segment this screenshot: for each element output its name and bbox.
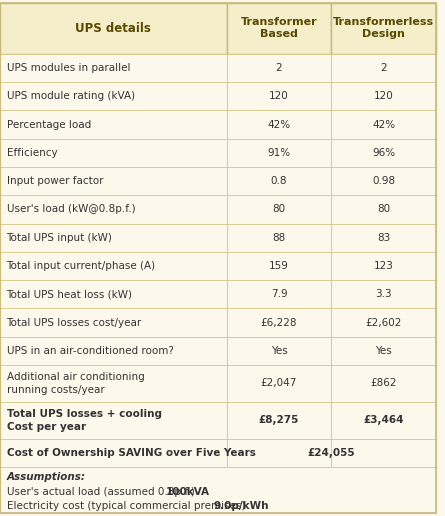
Text: User's actual load (assumed 0.8p.f.): User's actual load (assumed 0.8p.f.) xyxy=(7,487,198,497)
Text: £6,228: £6,228 xyxy=(261,317,297,328)
Bar xyxy=(0,223,227,252)
Text: 100kVA: 100kVA xyxy=(166,487,210,497)
Bar xyxy=(331,167,436,195)
Text: Electricity cost (typical commercial premises): Electricity cost (typical commercial pre… xyxy=(7,501,248,511)
Bar xyxy=(0,110,227,139)
Text: Total UPS heat loss (kW): Total UPS heat loss (kW) xyxy=(7,289,133,299)
Text: 2: 2 xyxy=(275,63,282,73)
Text: 123: 123 xyxy=(374,261,393,271)
Bar xyxy=(227,365,331,402)
Bar xyxy=(227,402,331,439)
Text: 120: 120 xyxy=(269,91,289,101)
Bar xyxy=(331,54,436,82)
Text: Total UPS losses cost/year: Total UPS losses cost/year xyxy=(7,317,142,328)
Bar xyxy=(227,280,331,309)
Bar xyxy=(227,167,331,195)
Text: 7.9: 7.9 xyxy=(271,289,287,299)
Text: 83: 83 xyxy=(377,233,390,243)
Text: 91%: 91% xyxy=(267,148,291,158)
Bar xyxy=(227,439,331,467)
Text: £2,047: £2,047 xyxy=(261,378,297,389)
Bar xyxy=(227,252,331,280)
Bar xyxy=(0,139,227,167)
Bar xyxy=(227,309,331,336)
Bar xyxy=(0,336,227,365)
Text: 96%: 96% xyxy=(372,148,395,158)
Text: Additional air conditioning
running costs/year: Additional air conditioning running cost… xyxy=(7,372,144,395)
Bar xyxy=(331,402,436,439)
Bar xyxy=(331,336,436,365)
Bar xyxy=(331,82,436,110)
Text: Assumptions:: Assumptions: xyxy=(7,472,85,482)
Text: 80: 80 xyxy=(377,204,390,215)
Text: User's load (kW@0.8p.f.): User's load (kW@0.8p.f.) xyxy=(7,204,135,215)
Text: 120: 120 xyxy=(374,91,393,101)
Text: Percentage load: Percentage load xyxy=(7,120,91,130)
Text: Transformerless
Design: Transformerless Design xyxy=(333,17,434,39)
Bar xyxy=(331,309,436,336)
Text: 159: 159 xyxy=(269,261,289,271)
Text: Total input current/phase (A): Total input current/phase (A) xyxy=(7,261,156,271)
Text: Cost of Ownership SAVING over Five Years: Cost of Ownership SAVING over Five Years xyxy=(7,448,255,458)
Bar xyxy=(0,82,227,110)
Text: Transformer
Based: Transformer Based xyxy=(241,17,317,39)
Bar xyxy=(0,167,227,195)
Bar xyxy=(0,439,227,467)
Text: Total UPS losses + cooling
Cost per year: Total UPS losses + cooling Cost per year xyxy=(7,409,162,431)
Text: 9.0p/kWh: 9.0p/kWh xyxy=(214,501,269,511)
Text: 3.3: 3.3 xyxy=(375,289,392,299)
Text: 88: 88 xyxy=(272,233,286,243)
Text: 2: 2 xyxy=(380,63,387,73)
Bar xyxy=(227,110,331,139)
Bar xyxy=(227,54,331,82)
Text: Yes: Yes xyxy=(271,346,287,356)
Bar xyxy=(227,139,331,167)
Bar xyxy=(331,139,436,167)
Bar xyxy=(331,195,436,223)
Bar xyxy=(0,309,227,336)
Text: £8,275: £8,275 xyxy=(259,415,299,425)
Bar xyxy=(227,223,331,252)
Bar xyxy=(0,467,436,513)
Text: UPS module rating (kVA): UPS module rating (kVA) xyxy=(7,91,135,101)
Bar xyxy=(0,280,227,309)
Text: £24,055: £24,055 xyxy=(307,448,355,458)
Bar xyxy=(331,280,436,309)
Bar xyxy=(227,82,331,110)
Bar xyxy=(331,110,436,139)
Bar xyxy=(331,365,436,402)
Bar xyxy=(331,223,436,252)
Bar xyxy=(0,195,227,223)
Bar xyxy=(331,252,436,280)
Bar xyxy=(0,3,227,54)
Text: £3,464: £3,464 xyxy=(363,415,404,425)
Text: Efficiency: Efficiency xyxy=(7,148,57,158)
Text: UPS in an air-conditioned room?: UPS in an air-conditioned room? xyxy=(7,346,174,356)
Bar xyxy=(227,195,331,223)
Text: Total UPS input (kW): Total UPS input (kW) xyxy=(7,233,113,243)
Text: £2,602: £2,602 xyxy=(365,317,402,328)
Text: £862: £862 xyxy=(370,378,397,389)
Text: UPS modules in parallel: UPS modules in parallel xyxy=(7,63,130,73)
Text: 0.98: 0.98 xyxy=(372,176,395,186)
Text: Yes: Yes xyxy=(375,346,392,356)
Text: 42%: 42% xyxy=(267,120,291,130)
Text: 42%: 42% xyxy=(372,120,395,130)
Bar xyxy=(0,402,227,439)
Bar xyxy=(0,54,227,82)
Bar xyxy=(0,252,227,280)
Text: UPS details: UPS details xyxy=(75,22,151,35)
Bar xyxy=(331,3,436,54)
Bar xyxy=(227,336,331,365)
Bar xyxy=(227,3,331,54)
Bar xyxy=(0,365,227,402)
Bar xyxy=(331,439,436,467)
Text: 80: 80 xyxy=(272,204,286,215)
Text: 0.8: 0.8 xyxy=(271,176,287,186)
Text: Input power factor: Input power factor xyxy=(7,176,103,186)
